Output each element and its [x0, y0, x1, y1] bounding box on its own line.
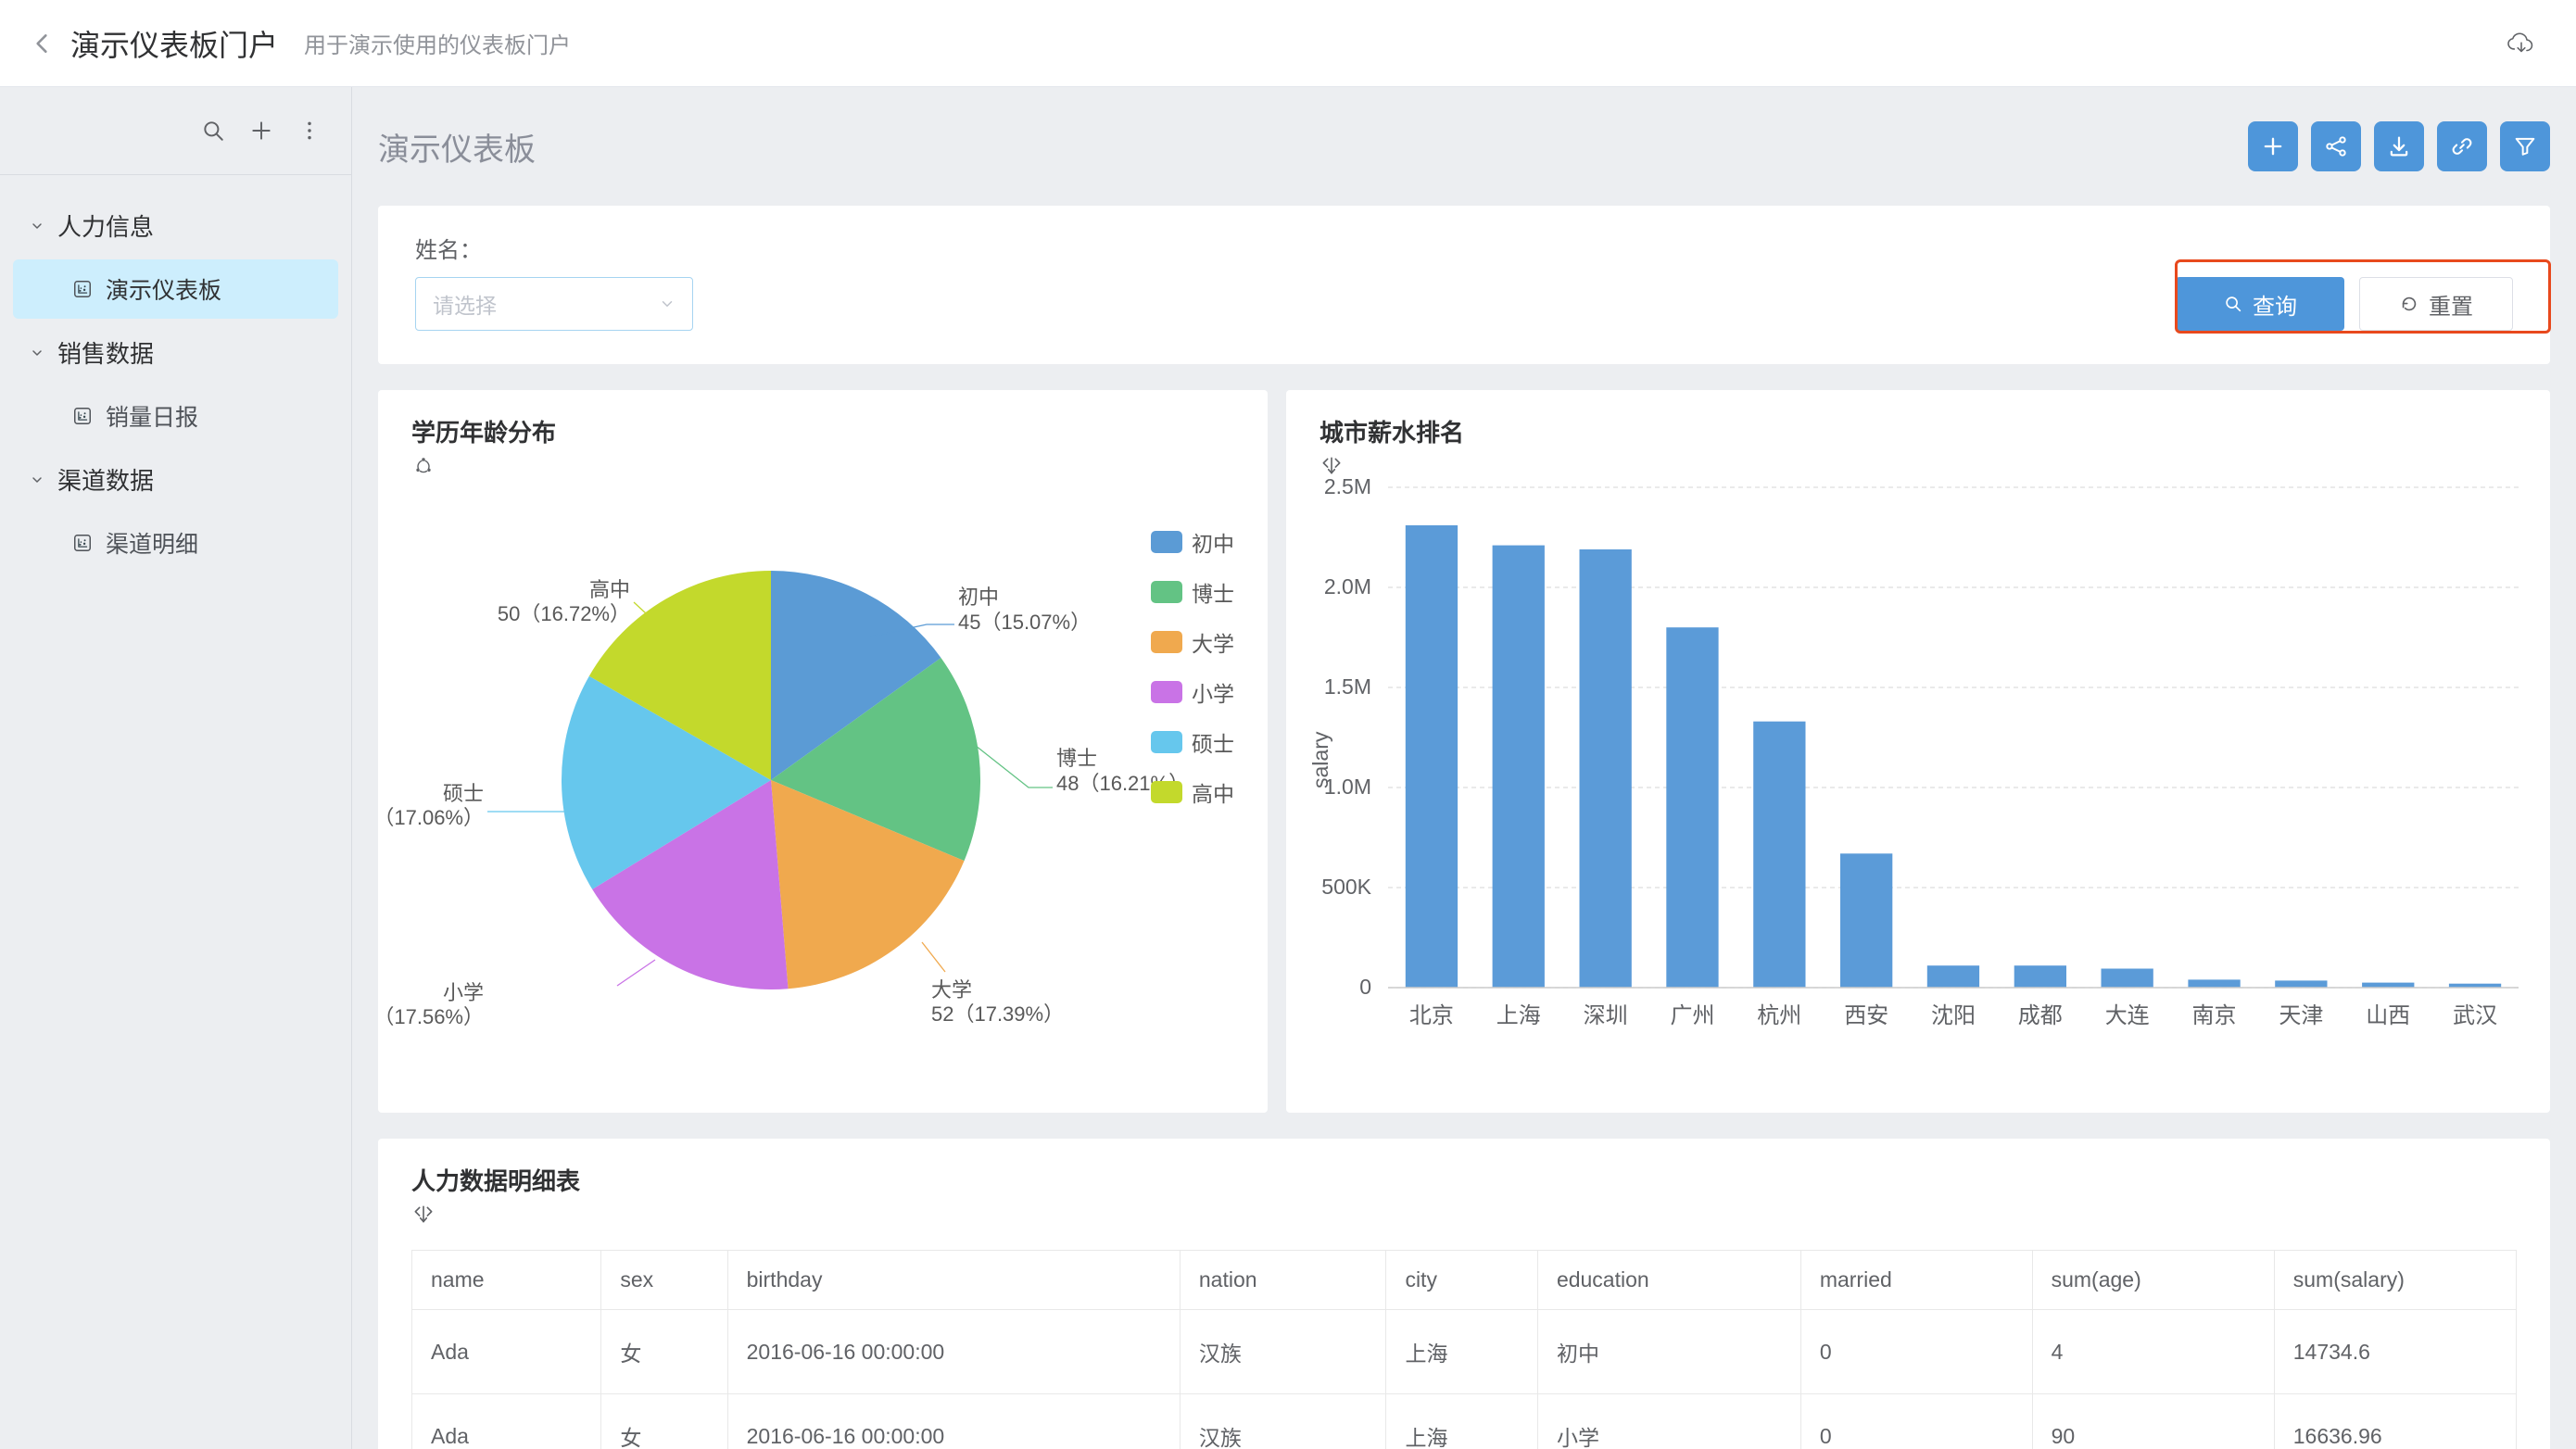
- svg-text:大连: 大连: [2105, 1003, 2150, 1028]
- svg-text:沈阳: 沈阳: [1931, 1003, 1976, 1028]
- svg-text:上海: 上海: [1496, 1003, 1541, 1028]
- svg-text:50（16.72%）: 50（16.72%）: [498, 602, 630, 625]
- svg-text:小学: 小学: [443, 981, 484, 1004]
- svg-text:博士: 博士: [1056, 747, 1097, 770]
- svg-text:2.5M: 2.5M: [1324, 478, 1371, 498]
- svg-text:南京: 南京: [2192, 1003, 2237, 1028]
- svg-text:初中: 初中: [958, 586, 999, 609]
- svg-text:51（17.06%）: 51（17.06%）: [378, 806, 484, 829]
- svg-text:52（17.39%）: 52（17.39%）: [931, 1002, 1064, 1026]
- svg-text:西安: 西安: [1844, 1003, 1888, 1028]
- svg-text:天津: 天津: [2279, 1003, 2323, 1028]
- svg-text:0: 0: [1359, 975, 1371, 999]
- svg-text:山西: 山西: [2366, 1003, 2410, 1028]
- svg-text:硕士: 硕士: [443, 782, 484, 805]
- svg-text:深圳: 深圳: [1584, 1003, 1628, 1028]
- svg-text:52（17.56%）: 52（17.56%）: [378, 1005, 484, 1028]
- svg-text:北京: 北京: [1409, 1003, 1454, 1028]
- svg-text:45（15.07%）: 45（15.07%）: [958, 611, 1091, 634]
- svg-text:杭州: 杭州: [1757, 1003, 1801, 1028]
- svg-text:高中: 高中: [589, 578, 630, 601]
- svg-text:1.5M: 1.5M: [1324, 674, 1371, 699]
- svg-text:大学: 大学: [931, 978, 972, 1002]
- svg-text:武汉: 武汉: [2453, 1003, 2497, 1028]
- svg-text:广州: 广州: [1671, 1003, 1715, 1028]
- svg-text:500K: 500K: [1321, 875, 1371, 899]
- svg-text:成都: 成都: [2018, 1003, 2063, 1028]
- svg-text:2.0M: 2.0M: [1324, 574, 1371, 598]
